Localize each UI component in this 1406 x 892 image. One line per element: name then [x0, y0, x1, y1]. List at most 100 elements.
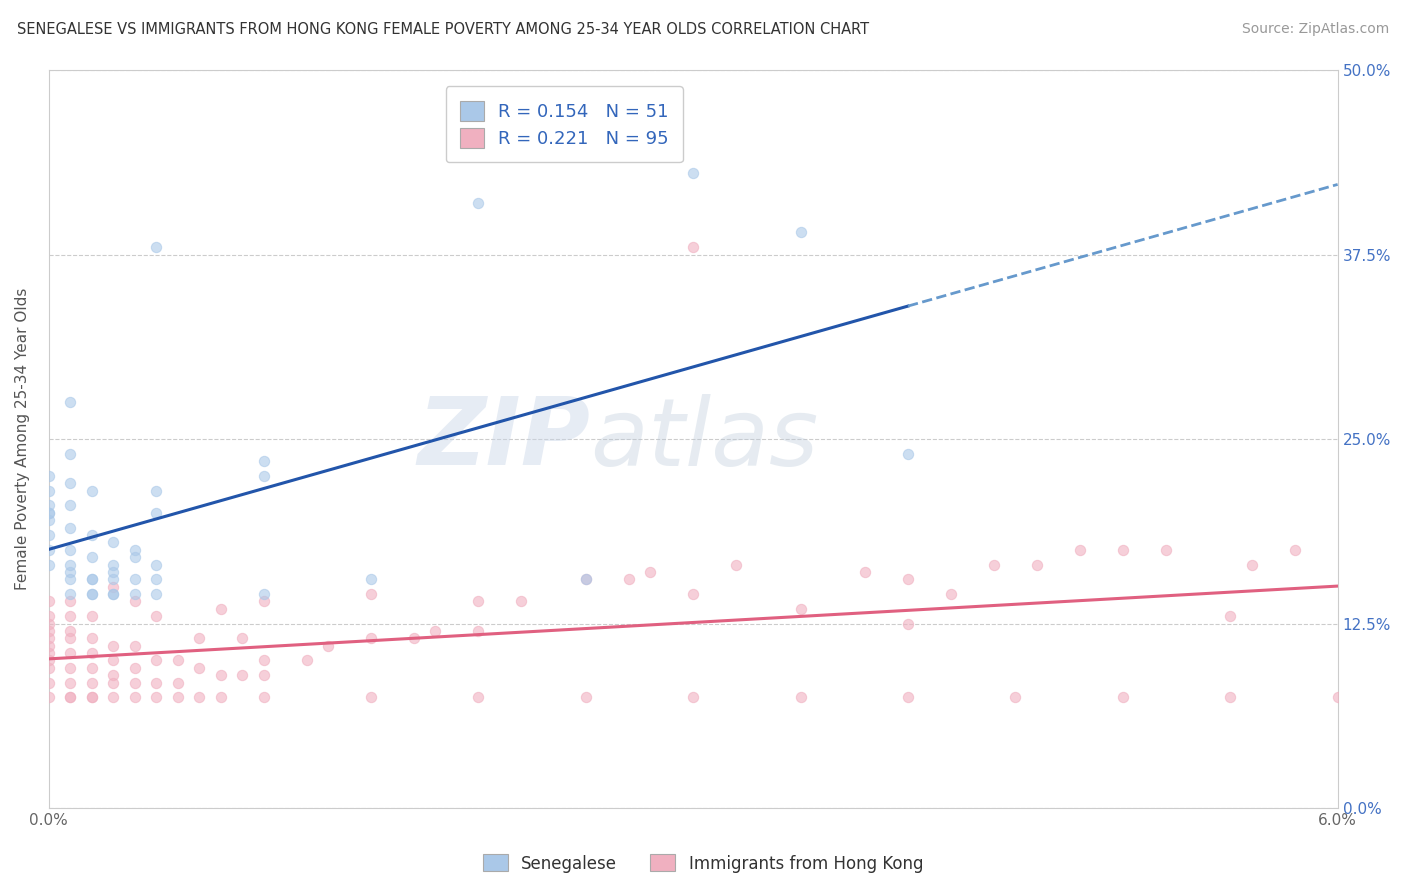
- Point: [103, 535, 125, 549]
- Point: [1004, 690, 1026, 705]
- Point: [38, 609, 60, 624]
- Point: [789, 226, 811, 240]
- Point: [575, 690, 598, 705]
- Point: [80, 587, 103, 601]
- Point: [59, 646, 82, 660]
- Text: Source: ZipAtlas.com: Source: ZipAtlas.com: [1241, 22, 1389, 37]
- Point: [38, 639, 60, 653]
- Point: [59, 565, 82, 579]
- Point: [38, 499, 60, 513]
- Point: [209, 602, 232, 616]
- Point: [166, 690, 188, 705]
- Point: [124, 661, 146, 675]
- Point: [103, 580, 125, 594]
- Point: [38, 616, 60, 631]
- Text: ZIP: ZIP: [418, 393, 591, 485]
- Point: [145, 506, 167, 520]
- Point: [124, 639, 146, 653]
- Point: [983, 558, 1005, 572]
- Point: [789, 602, 811, 616]
- Point: [80, 609, 103, 624]
- Point: [59, 690, 82, 705]
- Point: [252, 690, 274, 705]
- Point: [575, 572, 598, 586]
- Point: [59, 609, 82, 624]
- Point: [59, 690, 82, 705]
- Point: [360, 632, 382, 646]
- Point: [939, 587, 962, 601]
- Point: [38, 506, 60, 520]
- Point: [103, 690, 125, 705]
- Point: [103, 572, 125, 586]
- Y-axis label: Female Poverty Among 25-34 Year Olds: Female Poverty Among 25-34 Year Olds: [15, 288, 30, 591]
- Point: [59, 447, 82, 461]
- Point: [38, 653, 60, 667]
- Point: [59, 542, 82, 557]
- Point: [80, 572, 103, 586]
- Text: atlas: atlas: [591, 393, 818, 484]
- Point: [145, 240, 167, 254]
- Point: [252, 587, 274, 601]
- Point: [789, 690, 811, 705]
- Point: [103, 639, 125, 653]
- Point: [103, 668, 125, 682]
- Point: [252, 653, 274, 667]
- Point: [467, 690, 489, 705]
- Point: [103, 653, 125, 667]
- Point: [124, 594, 146, 608]
- Point: [360, 690, 382, 705]
- Point: [103, 675, 125, 690]
- Point: [59, 476, 82, 491]
- Point: [166, 653, 188, 667]
- Point: [59, 572, 82, 586]
- Point: [425, 624, 447, 638]
- Point: [1219, 690, 1241, 705]
- Point: [316, 639, 339, 653]
- Point: [59, 395, 82, 409]
- Point: [853, 565, 876, 579]
- Point: [124, 587, 146, 601]
- Point: [59, 675, 82, 690]
- Point: [209, 668, 232, 682]
- Point: [80, 646, 103, 660]
- Point: [38, 624, 60, 638]
- Point: [252, 668, 274, 682]
- Point: [402, 632, 425, 646]
- Point: [59, 661, 82, 675]
- Point: [510, 594, 533, 608]
- Point: [38, 528, 60, 542]
- Point: [897, 572, 920, 586]
- Point: [682, 166, 704, 180]
- Point: [145, 690, 167, 705]
- Point: [682, 240, 704, 254]
- Point: [145, 572, 167, 586]
- Point: [103, 558, 125, 572]
- Point: [467, 195, 489, 210]
- Point: [38, 661, 60, 675]
- Point: [188, 690, 211, 705]
- Point: [59, 558, 82, 572]
- Point: [897, 690, 920, 705]
- Point: [617, 572, 640, 586]
- Point: [1025, 558, 1047, 572]
- Point: [38, 469, 60, 483]
- Point: [38, 632, 60, 646]
- Point: [80, 483, 103, 498]
- Point: [188, 661, 211, 675]
- Point: [38, 675, 60, 690]
- Point: [1284, 542, 1306, 557]
- Point: [231, 632, 253, 646]
- Point: [124, 572, 146, 586]
- Point: [124, 542, 146, 557]
- Point: [725, 558, 748, 572]
- Point: [467, 624, 489, 638]
- Point: [897, 616, 920, 631]
- Point: [59, 624, 82, 638]
- Point: [103, 565, 125, 579]
- Point: [467, 594, 489, 608]
- Legend: R = 0.154   N = 51, R = 0.221   N = 95: R = 0.154 N = 51, R = 0.221 N = 95: [446, 87, 683, 162]
- Point: [1240, 558, 1263, 572]
- Point: [252, 454, 274, 468]
- Point: [59, 587, 82, 601]
- Point: [360, 587, 382, 601]
